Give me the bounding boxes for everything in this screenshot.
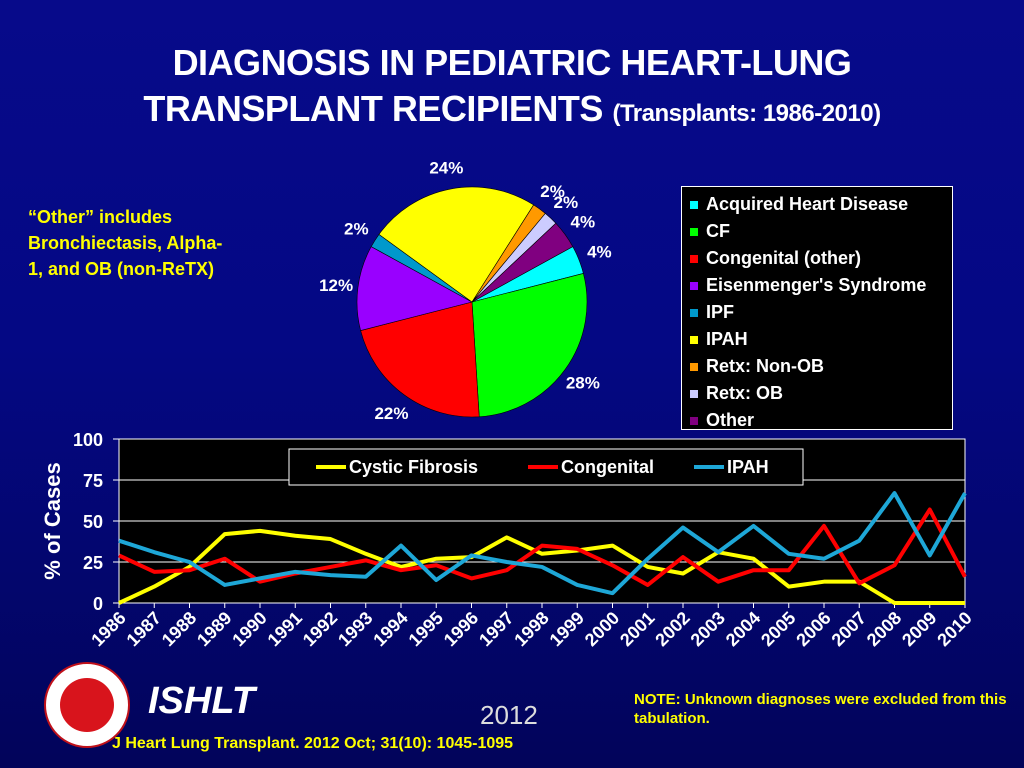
x-tick-label-1990: 1990	[228, 608, 270, 650]
y-tick-label-100: 100	[73, 430, 103, 450]
pie-label-ipf: 2%	[344, 220, 369, 239]
logo-heart-lung-emblem	[60, 678, 114, 732]
pie-slice-ipah	[378, 186, 535, 303]
legend-item-other: Other	[690, 407, 952, 434]
legend-label-cf: CF	[706, 221, 730, 241]
pie-slice-other	[471, 222, 574, 303]
legend-swatch-eisenmenger-s-syndrome	[690, 281, 698, 290]
legend-label-acquired-heart-disease: Acquired Heart Disease	[706, 194, 909, 214]
x-tick-label-2001: 2001	[616, 608, 658, 650]
x-tick-label-1999: 1999	[546, 608, 588, 650]
pie-label-retx-non-ob: 2%	[540, 182, 565, 201]
pie-legend: Acquired Heart Disease CF Congenital (othe…	[681, 186, 953, 430]
title-subtitle: (Transplants: 1986-2010)	[612, 100, 881, 127]
title-line1: DIAGNOSIS IN PEDIATRIC HEART-LUNG	[172, 42, 852, 83]
x-tick-label-2003: 2003	[687, 608, 729, 650]
x-tick-label-2002: 2002	[651, 608, 693, 650]
x-tick-label-1987: 1987	[123, 608, 165, 650]
pie-label-eisenmenger-s-syndrome: 12%	[319, 276, 353, 295]
pie-slice-congenital-other	[360, 301, 480, 418]
x-tick-label-2006: 2006	[792, 608, 834, 650]
x-tick-label-1993: 1993	[334, 608, 376, 650]
line-legend: Cystic Fibrosis Congenital IPAH	[288, 448, 804, 486]
legend-item-congenital-other: Congenital (other)	[690, 245, 952, 272]
pie-label-ipah: 24%	[429, 158, 463, 177]
x-tick-label-1994: 1994	[369, 608, 411, 650]
x-tick-label-1996: 1996	[440, 608, 482, 650]
x-tick-label-2007: 2007	[828, 608, 870, 650]
publication-year: 2012	[480, 700, 538, 730]
x-tick-label-1997: 1997	[475, 608, 517, 650]
legend-item-ipf: IPF	[690, 299, 952, 326]
x-tick-label-2009: 2009	[898, 608, 940, 650]
y-axis-label: % of Cases	[40, 462, 65, 579]
legend-swatch-congenital-other	[690, 254, 698, 263]
legend-text-congenital: Congenital	[561, 457, 654, 477]
other-note: “Other” includes Bronchiectasis, Alpha-1…	[28, 207, 223, 279]
x-tick-label-1998: 1998	[510, 608, 552, 650]
legend-text-cystic-fibrosis: Cystic Fibrosis	[349, 457, 478, 477]
x-tick-label-2010: 2010	[933, 608, 975, 650]
pie-label-cf: 28%	[566, 374, 600, 393]
legend-label-ipf: IPF	[706, 302, 735, 322]
legend-swatch-cf	[690, 227, 698, 236]
pie-slice-eisenmenger-s-syndrome	[356, 246, 473, 331]
y-tick-label-25: 25	[83, 553, 103, 573]
y-tick-label-75: 75	[83, 471, 103, 491]
legend-item-eisenmenger-s-syndrome: Eisenmenger's Syndrome	[690, 272, 952, 299]
x-tick-label-2004: 2004	[722, 608, 764, 650]
x-tick-label-2005: 2005	[757, 608, 799, 650]
legend-swatch-retx-non-ob	[690, 362, 698, 371]
legend-item-ipah: IPAH	[690, 326, 952, 353]
citation: J Heart Lung Transplant. 2012 Oct; 31(10…	[112, 735, 514, 752]
pie-slice-cf	[471, 273, 588, 418]
legend-label-other: Other	[706, 410, 755, 430]
x-tick-label-1991: 1991	[264, 608, 306, 650]
legend-label-retx-ob: Retx: OB	[706, 383, 784, 403]
pie-label-acquired-heart-disease: 4%	[587, 243, 612, 262]
legend-text-ipah: IPAH	[727, 457, 769, 477]
y-tick-label-0: 0	[93, 594, 103, 614]
title-line2-main: TRANSPLANT RECIPIENTS	[143, 88, 603, 129]
legend-label-congenital-other: Congenital (other)	[706, 248, 861, 268]
x-tick-label-2008: 2008	[863, 608, 905, 650]
legend-label-retx-non-ob: Retx: Non-OB	[706, 356, 824, 376]
x-tick-label-1988: 1988	[158, 608, 200, 650]
x-tick-label-1986: 1986	[87, 608, 129, 650]
legend-item-retx-ob: Retx: OB	[690, 380, 952, 407]
pie-label-retx-ob: 2%	[553, 193, 578, 212]
legend-swatch-other	[690, 416, 698, 425]
x-tick-label-1989: 1989	[193, 608, 235, 650]
legend-item-acquired-heart-disease: Acquired Heart Disease	[690, 191, 952, 218]
ishlt-label: ISHLT	[148, 680, 255, 722]
x-tick-label-1992: 1992	[299, 608, 341, 650]
page-title: DIAGNOSIS IN PEDIATRIC HEART-LUNG TRANSP…	[40, 40, 984, 137]
legend-label-eisenmenger-s-syndrome: Eisenmenger's Syndrome	[706, 275, 927, 295]
title-line2: TRANSPLANT RECIPIENTS (Transplants: 1986…	[40, 86, 984, 137]
legend-item-retx-non-ob: Retx: Non-OB	[690, 353, 952, 380]
exclusion-note: NOTE: Unknown diagnoses were excluded fr…	[634, 691, 1007, 727]
legend-swatch-ipah	[690, 335, 698, 344]
x-tick-label-2000: 2000	[581, 608, 623, 650]
pie-label-other: 4%	[571, 212, 596, 231]
legend-label-ipah: IPAH	[706, 329, 748, 349]
y-tick-label-50: 50	[83, 512, 103, 532]
legend-swatch-retx-ob	[690, 389, 698, 398]
legend-item-cf: CF	[690, 218, 952, 245]
legend-swatch-acquired-heart-disease	[690, 200, 698, 209]
pie-label-congenital-other: 22%	[374, 404, 408, 423]
ishlt-logo	[44, 662, 130, 748]
legend-swatch-ipf	[690, 308, 698, 317]
x-tick-label-1995: 1995	[405, 608, 447, 650]
